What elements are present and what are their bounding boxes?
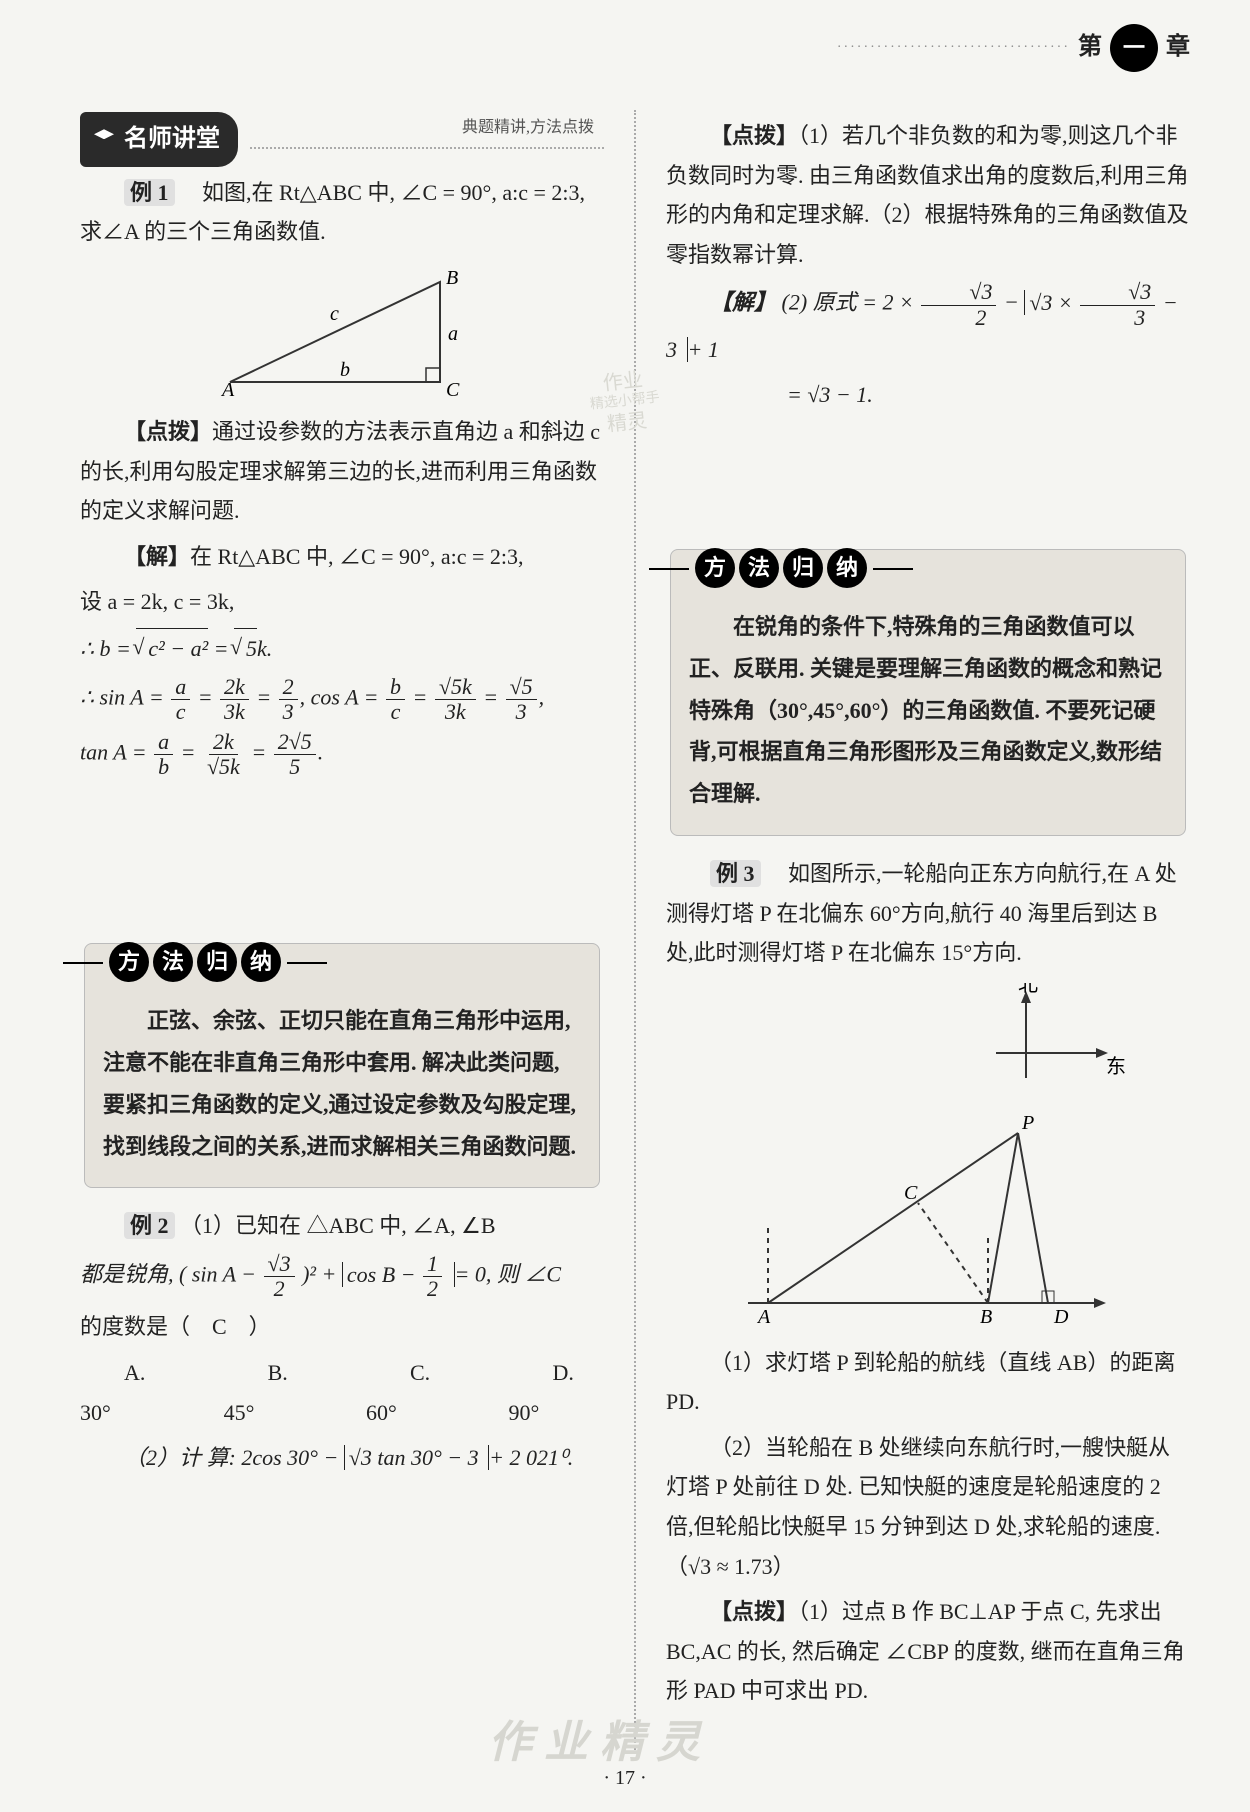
compass-figure: 北 东 [966, 983, 1126, 1093]
fig-c: c [330, 303, 339, 325]
fig-C: C [446, 379, 460, 401]
graduation-cap-icon [90, 129, 118, 149]
method2-title: 方 法 归 纳 [695, 548, 867, 588]
example2-label: 例 2 [124, 1212, 175, 1239]
opt-B: B. 45° [224, 1353, 318, 1432]
section-title-badge: 名师讲堂 [80, 112, 238, 167]
section-subtitle: 典题精讲,方法点拨 [250, 114, 604, 149]
chapter-header: ··································· 第 一 … [837, 24, 1190, 72]
ship-D: D [1053, 1306, 1069, 1328]
hint2: 【点拨】（1）若几个非负数的和为零,则这几个非负数同时为零. 由三角函数值求出角… [666, 116, 1190, 274]
sol2-label: 【解】 [710, 290, 776, 315]
fig-a: a [448, 323, 458, 345]
header-dots: ··································· [837, 35, 1070, 60]
question1: （1）求灯塔 P 到轮船的航线（直线 AB）的距离 PD. [666, 1343, 1190, 1422]
ship-A: A [756, 1306, 771, 1328]
question2: （2）当轮船在 B 处继续向东航行时,一艘快艇从灯塔 P 处前往 D 处. 已知… [666, 1428, 1190, 1586]
hint3-label: 【点拨】 [710, 1599, 798, 1624]
chapter-suffix: 章 [1166, 26, 1190, 69]
example1-label: 例 1 [124, 179, 175, 206]
section-header: 名师讲堂 典题精讲,方法点拨 [80, 110, 604, 167]
example2-options: A. 30° B. 45° C. 60° D. 90° [80, 1353, 604, 1432]
chapter-prefix: 第 [1078, 26, 1102, 69]
hint3: 【点拨】（1）过点 B 作 BC⊥AP 于点 C, 先求出 BC,AC 的长, … [666, 1592, 1190, 1711]
ship-B: B [980, 1306, 992, 1328]
watermark-middle: 作业 精选小帮手 精灵 [587, 367, 663, 439]
column-divider [634, 110, 636, 1750]
ship-C: C [904, 1182, 918, 1204]
solution1-line2: 设 a = 2k, c = 3k, [80, 582, 604, 622]
method-summary-1: 方 法 归 纳 正弦、余弦、正切只能在直角三角形中运用,注意不能在非直角三角形中… [84, 943, 600, 1188]
example2-p2: （2）计 算: 2cos 30° − √3 tan 30° − 3 + 2 02… [80, 1438, 604, 1478]
opt-D: D. 90° [508, 1353, 604, 1432]
sol1-label: 【解】 [124, 544, 190, 569]
solution2-line2: = √3 − 1. [666, 375, 1190, 415]
solution2-line1: 【解】 (2) 原式 = 2 × √32 − √3 × √33 − 3 + 1 [666, 280, 1190, 369]
solution1-line4: ∴ sin A = ac = 2k3k = 23, cos A = bc = √… [80, 675, 604, 724]
fig-A: A [220, 379, 235, 401]
compass-north: 北 [1018, 983, 1038, 996]
chapter-number-badge: 一 [1110, 24, 1158, 72]
hint2-label: 【点拨】 [710, 123, 798, 148]
page-number: · 17 · [603, 1760, 646, 1796]
opt-C: C. 60° [366, 1353, 460, 1432]
solution1-line5: tan A = ab = 2k√5k = 2√55. [80, 730, 604, 779]
hint1-label: 【点拨】 [124, 419, 212, 444]
section-title: 名师讲堂 [124, 118, 220, 161]
method2-body: 在锐角的条件下,特殊角的三角函数值可以正、反联用. 关键是要理解三角函数的概念和… [689, 606, 1167, 815]
example3: 例 3 如图所示,一轮船向正东方向航行,在 A 处测得灯塔 P 在北偏东 60°… [666, 854, 1190, 973]
fig-b: b [340, 359, 350, 381]
opt-A: A. 30° [80, 1353, 176, 1432]
example2-p1d: 的度数是（ C ） [80, 1307, 604, 1347]
example2-p1: 例 2 （1）已知在 △ABC 中, ∠A, ∠B [80, 1206, 604, 1246]
method1-title: 方 法 归 纳 [109, 942, 281, 982]
example2-p1b: 都是锐角, ( sin A − √32 )² + cos B − 12 = 0,… [80, 1252, 604, 1301]
left-column: 名师讲堂 典题精讲,方法点拨 例 1 如图,在 Rt△ABC 中, ∠C = 9… [80, 110, 604, 1750]
compass-east: 东 [1106, 1055, 1126, 1078]
method-summary-2: 方 法 归 纳 在锐角的条件下,特殊角的三角函数值可以正、反联用. 关键是要理解… [670, 549, 1186, 836]
two-column-layout: 名师讲堂 典题精讲,方法点拨 例 1 如图,在 Rt△ABC 中, ∠C = 9… [80, 110, 1190, 1750]
right-column: 【点拨】（1）若几个非负数的和为零,则这几个非负数同时为零. 由三角函数值求出角… [666, 110, 1190, 1750]
solution1-line1: 【解】在 Rt△ABC 中, ∠C = 90°, a:c = 2:3, [80, 537, 604, 577]
watermark-bottom: 作业精灵 [488, 1703, 712, 1782]
method1-body: 正弦、余弦、正切只能在直角三角形中运用,注意不能在非直角三角形中套用. 解决此类… [103, 1000, 581, 1167]
ship-figure: A B C D P [718, 1103, 1138, 1333]
hint1: 【点拨】通过设参数的方法表示直角边 a 和斜边 c 的长,利用勾股定理求解第三边… [80, 412, 604, 531]
fig-B: B [446, 267, 458, 289]
solution1-line3: ∴ b = c² − a² = 5k. [80, 628, 604, 669]
triangle-figure: A B C c a b [220, 262, 480, 402]
example3-label: 例 3 [710, 860, 761, 887]
example1: 例 1 如图,在 Rt△ABC 中, ∠C = 90°, a:c = 2:3,求… [80, 173, 604, 252]
ship-P: P [1021, 1112, 1034, 1134]
